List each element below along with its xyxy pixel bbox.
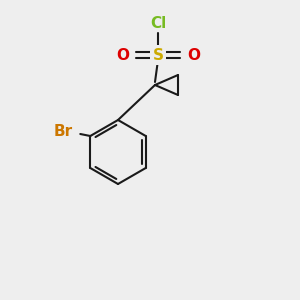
Text: O: O [116, 47, 129, 62]
Text: Br: Br [53, 124, 72, 140]
Text: O: O [187, 47, 200, 62]
Text: Cl: Cl [150, 16, 166, 31]
Text: S: S [152, 47, 164, 62]
